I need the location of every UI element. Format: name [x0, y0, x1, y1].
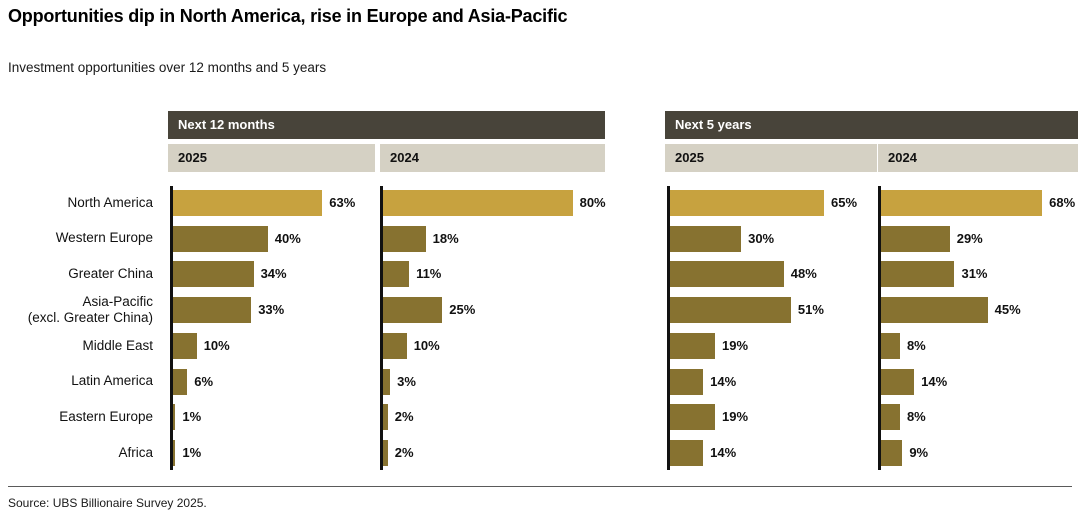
bar-value-label: 8% [906, 409, 926, 425]
bar-value-label: 8% [906, 337, 926, 353]
bar-column-12m-2024: 80% 18% 11% 25% 10% 3% 2% 2% [380, 186, 606, 470]
bar-column-5y-2025: 65% 30% 48% 51% 19% 14% 19% 14% [667, 186, 878, 470]
column-header-12m-2025: 2025 [168, 144, 375, 172]
bar-value-label: 3% [397, 373, 416, 389]
bar-value-label: 14% [921, 373, 948, 389]
bar-value-label: 10% [413, 337, 440, 353]
bar [173, 297, 252, 324]
bar [670, 439, 704, 466]
bar [383, 368, 391, 395]
column-header-12m-2024: 2024 [380, 144, 605, 172]
bar-value-label: 9% [909, 444, 929, 460]
bar [881, 297, 988, 324]
bar-value-label: 14% [710, 444, 737, 460]
bar [881, 404, 900, 431]
bar-column-5y-2024: 68% 29% 31% 45% 8% 14% 8% 9% [878, 186, 1080, 470]
bar-value-label: 63% [329, 195, 356, 210]
bar-value-label: 34% [260, 266, 287, 282]
category-label: Asia-Pacific (excl. Greater China) [27, 293, 153, 326]
bar [881, 261, 955, 288]
source-note: Source: UBS Billionaire Survey 2025. [8, 496, 207, 510]
bar [173, 261, 254, 288]
bar-value-label: 68% [1049, 195, 1076, 210]
bar-value-label: 11% [416, 266, 442, 282]
bar [173, 332, 197, 359]
bar [383, 439, 388, 466]
page-subtitle: Investment opportunities over 12 months … [8, 60, 327, 75]
bar-value-label: 51% [797, 302, 824, 318]
axis-line [667, 186, 670, 470]
bar-value-label: 18% [432, 230, 459, 246]
axis-line [170, 186, 173, 470]
bar [173, 404, 176, 431]
bar-value-label: 2% [394, 409, 414, 425]
bar [383, 297, 443, 324]
bar-value-label: 6% [194, 373, 214, 389]
bar-value-label: 45% [994, 302, 1021, 318]
group-header-next-5-years: Next 5 years [665, 111, 1078, 139]
bar-value-label: 29% [956, 230, 983, 246]
bar [670, 368, 704, 395]
category-label: Latin America [71, 373, 153, 389]
bar-value-label: 10% [203, 337, 230, 353]
category-label: North America [67, 194, 153, 210]
bar [670, 297, 791, 324]
bar [881, 332, 900, 359]
category-label: Eastern Europe [59, 408, 153, 424]
axis-line [878, 186, 881, 470]
bar-value-label: 25% [449, 302, 476, 318]
footer-divider [8, 486, 1072, 487]
bar [670, 261, 784, 288]
bar-value-label: 30% [748, 230, 775, 246]
page-title: Opportunities dip in North America, rise… [8, 6, 568, 26]
bar [383, 332, 407, 359]
bar-value-label: 1% [182, 444, 202, 460]
bar [670, 332, 716, 359]
bar-value-label: 65% [831, 195, 858, 210]
bar [670, 404, 716, 431]
bar [881, 190, 1043, 216]
category-label: Greater China [68, 266, 153, 282]
category-label: Africa [118, 444, 153, 460]
bar-value-label: 1% [182, 409, 202, 425]
axis-line [380, 186, 383, 470]
bar [670, 190, 825, 216]
bar [173, 439, 176, 466]
bar-value-label: 19% [722, 337, 749, 353]
category-label: Middle East [82, 337, 153, 353]
bar [173, 190, 323, 216]
bar-value-label: 14% [710, 373, 737, 389]
bar [173, 225, 268, 252]
bar-value-label: 48% [790, 266, 817, 282]
bar [173, 368, 188, 395]
bar [383, 404, 388, 431]
bar-value-label: 33% [258, 302, 285, 318]
bar [383, 225, 426, 252]
bar-column-12m-2025: 63% 40% 34% 33% 10% 6% 1% 1% [170, 186, 404, 470]
group-header-next-12-months: Next 12 months [168, 111, 605, 139]
bar [881, 225, 950, 252]
category-label: Western Europe [55, 230, 153, 246]
bar [881, 368, 915, 395]
bar-value-label: 2% [394, 444, 414, 460]
bar [383, 190, 573, 216]
bar-value-label: 40% [274, 230, 301, 246]
bar [383, 261, 410, 288]
column-header-5y-2025: 2025 [665, 144, 877, 172]
bar [881, 439, 903, 466]
bar-value-label: 19% [722, 409, 749, 425]
bar [670, 225, 742, 252]
bar-value-label: 31% [961, 266, 988, 282]
column-header-5y-2024: 2024 [878, 144, 1078, 172]
bar-value-label: 80% [579, 195, 606, 210]
